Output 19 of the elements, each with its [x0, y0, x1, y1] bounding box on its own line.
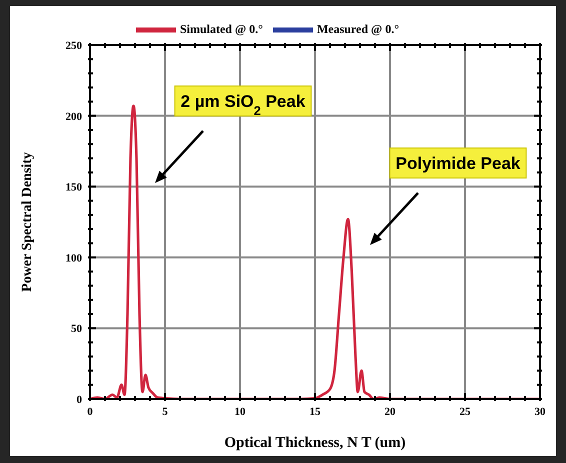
- y-axis-title: Power Spectral Density: [20, 152, 35, 292]
- legend-label: Measured @ 0.°: [316, 22, 400, 36]
- x-tick-label: 25: [460, 406, 471, 418]
- legend-label: Simulated @ 0.°: [180, 22, 263, 36]
- x-tick-label: 0: [87, 406, 94, 418]
- x-tick-label: 30: [534, 406, 546, 418]
- y-tick-label: 250: [66, 40, 82, 52]
- annotation: Polyimide Peak: [396, 154, 521, 173]
- x-tick-label: 10: [234, 406, 246, 418]
- x-tick-label: 5: [162, 406, 168, 418]
- x-axis-title: Optical Thickness, N T (um): [224, 435, 406, 451]
- x-tick-label: 15: [310, 406, 321, 418]
- annotation: 2 µm SiO$_{2}$ Peak: [180, 92, 306, 118]
- x-tick-label: 20: [384, 406, 396, 418]
- y-tick-label: 200: [66, 110, 82, 123]
- y-tick-label: 150: [66, 182, 82, 194]
- y-tick-label: 100: [66, 252, 82, 264]
- y-tick-label: 50: [71, 323, 82, 336]
- y-tick-label: 0: [76, 394, 82, 406]
